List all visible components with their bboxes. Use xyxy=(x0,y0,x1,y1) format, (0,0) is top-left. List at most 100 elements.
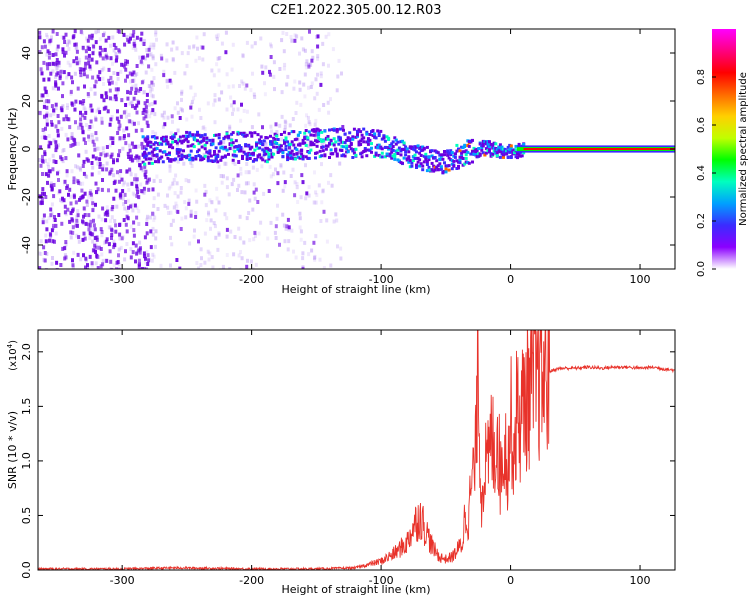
noise-speck xyxy=(232,177,236,182)
ridge-cell xyxy=(366,142,370,146)
ridge-cell xyxy=(287,150,291,154)
noise-speck xyxy=(79,122,83,127)
noise-speck xyxy=(271,172,275,177)
noise-speck xyxy=(314,190,318,195)
x-tick-label: -200 xyxy=(239,574,264,587)
ridge-cell xyxy=(146,135,150,139)
ridge-cell xyxy=(373,134,377,138)
noise-speck xyxy=(173,191,177,196)
ridge-cell xyxy=(446,149,450,153)
noise-speck xyxy=(215,196,219,201)
ridge-cell xyxy=(182,134,185,138)
noise-speck xyxy=(301,180,305,185)
ridge-cell xyxy=(217,136,221,140)
noise-speck xyxy=(316,44,320,49)
noise-speck xyxy=(90,108,94,113)
noise-speck xyxy=(82,99,86,103)
ridge-cell xyxy=(208,151,212,155)
noise-speck xyxy=(132,192,136,197)
ridge-cell xyxy=(186,140,190,144)
ridge-cell xyxy=(495,151,499,155)
noise-speck xyxy=(82,214,85,219)
ridge-cell xyxy=(286,155,290,159)
noise-speck xyxy=(194,215,198,219)
noise-speck xyxy=(51,226,55,230)
noise-speck xyxy=(39,239,43,244)
noise-speck xyxy=(225,253,229,257)
noise-speck xyxy=(98,162,102,166)
ridge-cell xyxy=(444,167,448,171)
noise-speck xyxy=(51,69,55,74)
cb-tick-label: 0.2 xyxy=(696,213,707,229)
noise-speck xyxy=(45,62,49,67)
noise-speck xyxy=(128,71,132,76)
ridge-cell xyxy=(380,147,384,151)
ridge-cell xyxy=(233,153,237,157)
ridge-cell xyxy=(309,148,313,152)
noise-speck xyxy=(285,82,289,87)
ridge-cell xyxy=(342,128,345,132)
ridge-cell xyxy=(304,129,308,132)
ridge-cell xyxy=(407,155,411,159)
noise-speck xyxy=(327,110,331,115)
noise-speck xyxy=(89,232,93,237)
noise-speck xyxy=(90,35,94,40)
ridge-cell xyxy=(441,170,445,174)
noise-speck xyxy=(110,207,114,212)
noise-speck xyxy=(75,56,78,61)
noise-speck xyxy=(180,91,184,96)
noise-speck xyxy=(137,248,141,253)
noise-speck xyxy=(82,253,85,258)
noise-speck xyxy=(147,258,151,263)
ridge-cell xyxy=(435,159,439,163)
noise-speck xyxy=(105,145,109,149)
noise-speck xyxy=(80,195,84,200)
ridge-cell xyxy=(273,132,277,136)
ridge-cell xyxy=(275,142,279,145)
noise-speck xyxy=(171,181,175,186)
noise-speck xyxy=(52,223,55,228)
ridge-cell xyxy=(286,140,290,144)
noise-speck xyxy=(129,172,133,177)
ridge-cell xyxy=(202,157,206,160)
noise-speck xyxy=(63,253,67,258)
noise-speck xyxy=(93,227,97,232)
noise-speck xyxy=(134,155,138,160)
noise-speck xyxy=(89,189,93,194)
ridge-cell xyxy=(272,152,276,156)
ridge-cell xyxy=(301,154,305,158)
ridge-cell xyxy=(483,153,487,157)
noise-speck xyxy=(80,31,84,36)
noise-speck xyxy=(232,252,236,257)
noise-speck xyxy=(112,245,116,250)
noise-speck xyxy=(236,173,240,178)
ridge-cell xyxy=(196,150,199,154)
noise-speck xyxy=(47,55,51,60)
noise-speck xyxy=(152,82,155,87)
ridge-cell xyxy=(363,149,367,152)
noise-speck xyxy=(54,231,58,236)
noise-speck xyxy=(321,188,325,193)
ridge-cell xyxy=(186,144,190,148)
noise-speck xyxy=(125,35,129,40)
ridge-cell xyxy=(519,154,523,158)
spectrogram-ridge xyxy=(141,127,675,175)
noise-speck xyxy=(152,254,156,259)
noise-speck xyxy=(48,41,52,46)
noise-speck xyxy=(329,173,333,178)
ridge-cell xyxy=(374,136,378,140)
noise-speck xyxy=(63,181,67,186)
noise-speck xyxy=(93,84,97,89)
ridge-cell xyxy=(390,150,394,154)
noise-speck xyxy=(88,34,92,39)
noise-speck xyxy=(140,128,144,133)
noise-speck xyxy=(319,219,323,223)
ridge-cell xyxy=(362,136,366,140)
noise-speck xyxy=(117,267,121,269)
noise-speck xyxy=(126,59,129,64)
noise-speck xyxy=(173,70,177,75)
noise-speck xyxy=(155,37,158,42)
noise-speck xyxy=(298,80,302,85)
ridge-cell xyxy=(379,129,383,133)
